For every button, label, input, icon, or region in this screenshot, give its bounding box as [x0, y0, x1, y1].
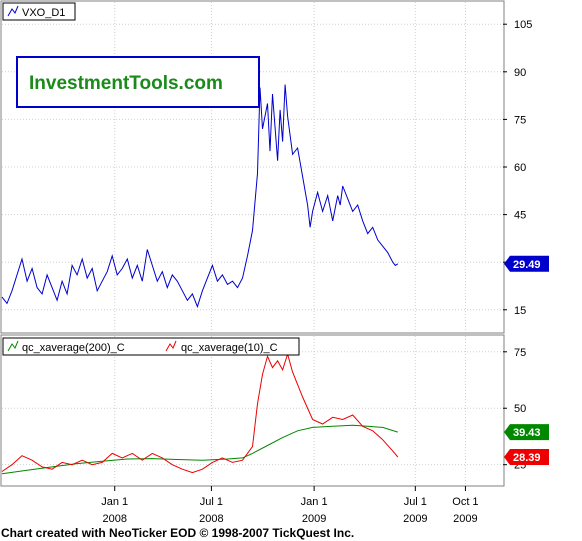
x-tick-year: 2009 — [302, 513, 326, 525]
ema10-legend-label: qc_xaverage(10)_C — [181, 342, 278, 354]
price-ytick-label: 75 — [514, 114, 526, 126]
price-ytick-label: 105 — [514, 19, 532, 31]
ema10-last-tag — [504, 449, 549, 466]
indicator-legend: qc_xaverage(200)_C qc_xaverage(10)_C — [2, 337, 300, 356]
watermark: InvestmentTools.com — [16, 56, 260, 108]
indicator-legend-box — [2, 337, 300, 356]
x-tick-month: Jan 1 — [101, 496, 128, 508]
footer-credit: Chart created with NeoTicker EOD © 1998-… — [1, 526, 354, 540]
price-y-axis: 15304560759010529.49 — [503, 19, 549, 317]
ema200-last-value: 39.43 — [513, 427, 541, 439]
x-tick-month: Jan 1 — [301, 496, 328, 508]
vxo-last-value: 29.49 — [513, 259, 541, 271]
price-series — [1, 84, 399, 309]
x-tick-month: Jul 1 — [200, 496, 223, 508]
price-ytick-label: 15 — [514, 305, 526, 317]
price-legend-box — [2, 2, 76, 21]
ema10-last-value: 28.39 — [513, 452, 541, 464]
ema200-legend-icon — [7, 340, 19, 352]
x-tick-month: Oct 1 — [452, 496, 478, 508]
ema200-last-tag — [504, 424, 549, 441]
price-panel: 15304560759010529.49 VXO_D1 InvestmentTo… — [0, 0, 549, 334]
ema10-legend-icon — [165, 340, 177, 352]
indicator-grid — [2, 336, 503, 485]
x-tick-year: 2009 — [453, 513, 477, 525]
price-ytick-label: 45 — [514, 210, 526, 222]
indicator-plot-area — [0, 334, 505, 487]
x-tick-month: Jul 1 — [404, 496, 427, 508]
indicator-ytick-label: 75 — [514, 347, 526, 359]
x-tick-year: 2009 — [403, 513, 427, 525]
vxo-last-tag — [504, 255, 549, 272]
price-grid — [2, 2, 503, 332]
x-tick-year: 2008 — [102, 513, 126, 525]
price-ytick-label: 60 — [514, 162, 526, 174]
ema200-legend-label: qc_xaverage(200)_C — [22, 342, 125, 354]
watermark-box — [16, 56, 260, 108]
price-legend: VXO_D1 — [2, 2, 76, 21]
watermark-text: InvestmentTools.com — [29, 73, 223, 94]
vxo-legend-icon — [7, 5, 19, 17]
indicator-ytick-label: 50 — [514, 403, 526, 415]
vxo-legend-label: VXO_D1 — [22, 7, 65, 19]
x-axis: Jan 1 2008 Jul 1 2008 Jan 1 2009 Jul 1 2009 Oct … — [101, 486, 479, 525]
price-ytick-label: 90 — [514, 67, 526, 79]
x-tick-year: 2008 — [199, 513, 223, 525]
